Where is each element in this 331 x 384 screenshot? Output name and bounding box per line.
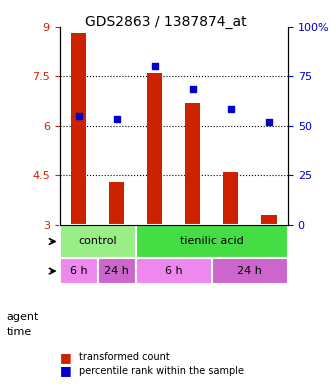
FancyBboxPatch shape	[60, 225, 136, 258]
FancyBboxPatch shape	[136, 225, 288, 258]
Point	[190, 86, 195, 93]
Text: time: time	[7, 327, 32, 337]
Bar	[185, 103, 201, 225]
Text: ■: ■	[60, 364, 71, 377]
FancyBboxPatch shape	[60, 258, 98, 284]
Bar	[223, 172, 238, 225]
Bar	[71, 33, 86, 225]
Point	[152, 63, 158, 70]
FancyBboxPatch shape	[212, 258, 288, 284]
Bar	[261, 215, 277, 225]
Text: tienilic acid: tienilic acid	[180, 237, 244, 247]
Bar	[109, 182, 124, 225]
Text: 24 h: 24 h	[237, 266, 262, 276]
Bar	[147, 73, 162, 225]
Text: 24 h: 24 h	[104, 266, 129, 276]
Point	[76, 113, 81, 119]
Point	[114, 116, 119, 122]
FancyBboxPatch shape	[136, 258, 212, 284]
Text: ■: ■	[60, 351, 71, 364]
Text: control: control	[78, 237, 117, 247]
Text: transformed count: transformed count	[79, 352, 170, 362]
Text: GDS2863 / 1387874_at: GDS2863 / 1387874_at	[85, 15, 246, 29]
Text: GSM205147: GSM205147	[74, 229, 83, 283]
Text: GSM205149: GSM205149	[188, 229, 197, 283]
Text: GSM205152: GSM205152	[264, 229, 273, 283]
Text: GSM205151: GSM205151	[226, 229, 235, 283]
Text: agent: agent	[7, 312, 39, 322]
Text: GSM205150: GSM205150	[112, 229, 121, 283]
Text: 6 h: 6 h	[70, 266, 87, 276]
Point	[228, 106, 234, 112]
FancyBboxPatch shape	[98, 258, 136, 284]
Text: GSM205148: GSM205148	[150, 229, 159, 283]
Text: 6 h: 6 h	[165, 266, 183, 276]
Text: percentile rank within the sample: percentile rank within the sample	[79, 366, 244, 376]
Point	[266, 119, 271, 126]
